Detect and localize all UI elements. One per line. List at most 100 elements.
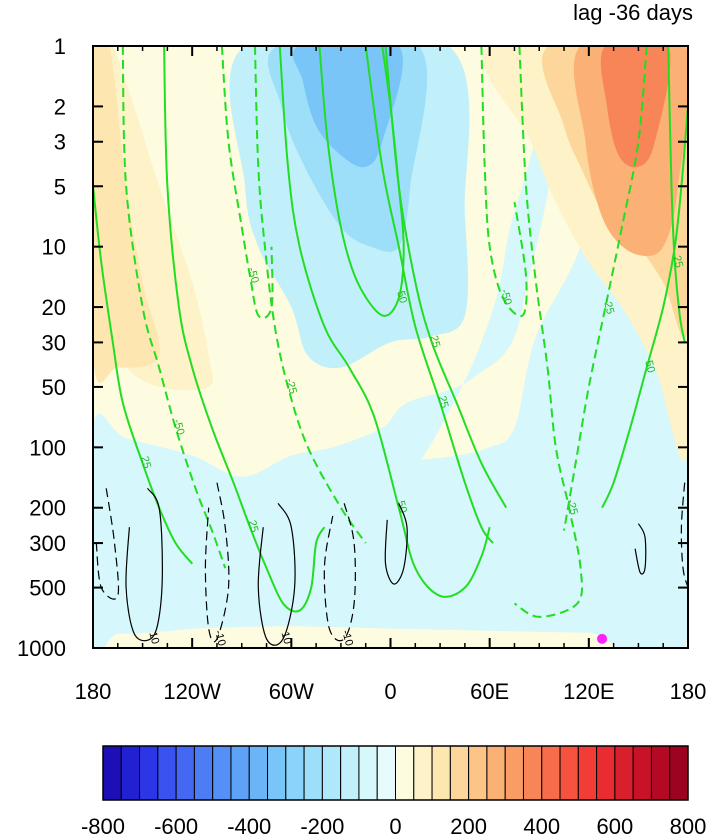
y-tick-label: 10 (42, 235, 66, 260)
colorbar-swatch-1 (120, 745, 141, 801)
colorbar-swatch-25 (559, 745, 579, 801)
shading-region-3 (292, 46, 403, 168)
colorbar-tick-label: -800 (81, 814, 125, 838)
contour-line-14 (125, 487, 164, 642)
colorbar-swatch-20 (468, 745, 488, 801)
contour-line-21 (680, 482, 688, 588)
contour-label-3: 50 (394, 290, 409, 305)
colorbar-swatch-4 (175, 745, 195, 801)
x-tick-label: 60E (470, 679, 509, 704)
contour-line-8 (121, 46, 227, 569)
contour-line-0 (93, 186, 193, 565)
contour-label-7: 50 (642, 359, 657, 374)
contour-label-2: 50 (394, 499, 409, 514)
colorbar-swatch-7 (230, 745, 250, 801)
y-tick-label: 5 (54, 174, 66, 199)
shading-region-0 (93, 46, 688, 648)
colorbar-tick-label: 600 (597, 814, 634, 838)
y-tick-label: 300 (29, 531, 66, 556)
y-tick-label: 2 (54, 94, 66, 119)
shading-region-5 (93, 46, 160, 383)
colorbar-tick-label: 800 (670, 814, 707, 838)
colorbar-frame (102, 745, 689, 801)
contour-label-10: -25 (283, 377, 299, 395)
colorbar-tick-label: -400 (227, 814, 271, 838)
contour-label-8: -50 (171, 418, 187, 436)
colorbar-swatch-22 (504, 745, 524, 801)
y-tick-label: 1000 (17, 636, 66, 661)
colorbar-swatch-24 (541, 745, 561, 801)
colorbar-swatch-15 (376, 745, 396, 801)
y-tick-label: 500 (29, 576, 66, 601)
x-tick-label: 120E (563, 679, 614, 704)
colorbar-swatch-5 (193, 745, 214, 801)
contour-label-4: 25 (436, 395, 451, 410)
contour-label-14: 10 (146, 631, 161, 646)
contour-line-18 (384, 503, 408, 585)
y-tick-label: 100 (29, 435, 66, 460)
x-tick-label: 60W (269, 679, 314, 704)
y-tick-label: 30 (42, 330, 66, 355)
contour-label-13: -25 (600, 297, 616, 315)
contour-line-2 (278, 46, 491, 598)
colorbar-swatch-11 (303, 745, 323, 801)
contour-line-20 (634, 523, 647, 575)
colorbar-tick-label: -600 (154, 814, 198, 838)
x-tick-label: 180 (75, 679, 112, 704)
contour-line-13 (563, 46, 648, 531)
colorbar-swatch-13 (340, 745, 360, 801)
contour-line-10 (254, 46, 367, 544)
contour-label-11: -50 (498, 288, 514, 306)
y-tick-label: 200 (29, 496, 66, 521)
location-marker (597, 633, 608, 644)
colorbar-swatch-23 (522, 745, 543, 801)
colorbar-swatch-31 (669, 745, 689, 801)
colorbar-swatch-28 (614, 745, 634, 801)
contour-line-11 (480, 46, 528, 318)
colorbar-swatch-18 (431, 745, 451, 801)
contour-line-9 (220, 46, 274, 320)
colorbar-swatch-8 (248, 745, 269, 801)
colorbar-swatch-3 (157, 745, 177, 801)
colorbar-swatch-26 (577, 745, 598, 801)
colorbar-tick-label: 0 (389, 814, 401, 838)
contour-line-19 (95, 488, 120, 600)
colorbar-swatch-19 (449, 745, 470, 801)
contour-line-15 (204, 482, 230, 643)
y-tick-label: 1 (54, 34, 66, 59)
colorbar-tick-label: -200 (300, 814, 344, 838)
colorbar-swatch-0 (102, 745, 122, 801)
contour-line-16 (257, 502, 296, 646)
contour-line-5 (384, 46, 508, 509)
y-tick-label: 20 (42, 295, 66, 320)
colorbar: -800 -600 -400 -200 0 200 400 600 800 (81, 745, 707, 838)
colorbar-swatch-2 (139, 745, 159, 801)
contour-label-9: -50 (245, 266, 261, 284)
colorbar-swatch-17 (413, 745, 433, 801)
contour-label-5: 25 (427, 334, 442, 349)
x-tick-label: 180 (670, 679, 707, 704)
y-tick-label: 3 (54, 130, 66, 155)
colorbar-swatch-29 (632, 745, 652, 801)
contour-line-1 (163, 46, 326, 613)
chart-title: lag -36 days (573, 0, 693, 25)
contour-line-12 (513, 46, 584, 618)
contour-label-15: -10 (212, 629, 228, 647)
contour-line-4 (364, 46, 494, 544)
colorbar-swatch-6 (212, 745, 232, 801)
y-tick-label: 50 (42, 375, 66, 400)
contour-label-16: 10 (279, 631, 294, 646)
colorbar-swatch-14 (358, 745, 378, 801)
x-tick-label: 120W (163, 679, 221, 704)
colorbar-swatch-10 (285, 745, 305, 801)
colorbar-swatch-16 (395, 745, 415, 801)
contour-label-1: 25 (246, 519, 261, 534)
colorbar-swatch-9 (267, 745, 287, 801)
colorbar-swatch-27 (596, 745, 616, 801)
contour-label-17: -10 (339, 629, 355, 647)
colorbar-swatch-12 (321, 745, 342, 801)
contour-label-0: 25 (138, 455, 153, 470)
axes: 180 120W 60W 0 60E 120E 180 1 2 3 5 10 20 30 50 100 200 3… (17, 34, 706, 704)
x-tick-label: 0 (384, 679, 396, 704)
